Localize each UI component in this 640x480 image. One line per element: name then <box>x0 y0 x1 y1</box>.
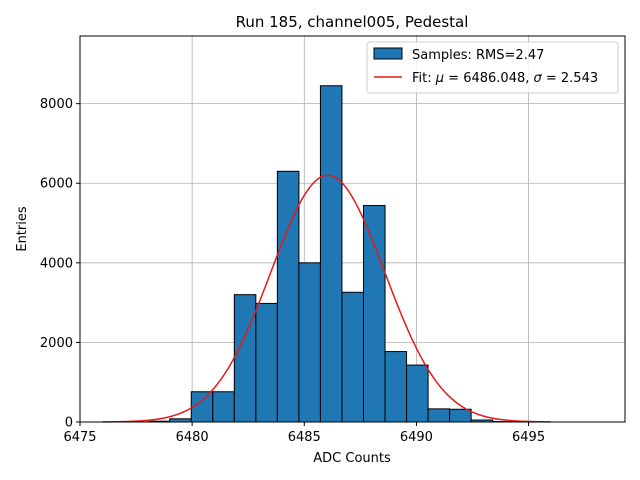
legend: Samples: RMS=2.47 Fit: μ = 6486.048, σ =… <box>366 41 619 94</box>
y-tick-label: 8000 <box>40 97 73 112</box>
y-axis-label: Entries <box>15 206 30 252</box>
histogram-bar <box>212 391 235 423</box>
histogram-bar <box>233 294 257 423</box>
histogram-bar <box>449 408 472 423</box>
histogram-bar <box>427 408 451 423</box>
histogram-bar <box>362 205 386 423</box>
chart-title: Run 185, channel005, Pedestal <box>236 13 469 31</box>
histogram-bar <box>406 364 429 423</box>
y-tick-label: 4000 <box>40 256 73 271</box>
legend-fit-prefix: Fit: <box>412 71 436 86</box>
histogram-bar <box>276 170 300 423</box>
histogram-bar <box>384 351 408 423</box>
x-tick-label: 6480 <box>176 430 209 445</box>
legend-fit-mu-text: = 6486.048, <box>444 71 533 86</box>
histogram-bar <box>298 262 321 423</box>
x-tick-label: 6495 <box>512 430 545 445</box>
legend-fit-label: Fit: μ = 6486.048, σ = 2.543 <box>412 71 598 86</box>
histogram-bar <box>190 391 214 423</box>
histogram-bar <box>319 85 343 423</box>
legend-fit-sigma-text: = 2.543 <box>542 71 598 86</box>
x-tick-label: 6490 <box>400 430 433 445</box>
x-tick-label: 6475 <box>63 430 96 445</box>
x-tick-label: 6485 <box>288 430 321 445</box>
y-tick-label: 2000 <box>40 336 73 351</box>
histogram-bar <box>341 291 364 423</box>
y-axis: 0 2000 4000 6000 8000 <box>40 97 80 431</box>
y-tick-label: 0 <box>65 416 73 431</box>
legend-fit-mu-symbol: μ <box>435 71 444 86</box>
x-axis-label: ADC Counts <box>313 451 391 466</box>
legend-histogram-label: Samples: RMS=2.47 <box>412 48 544 63</box>
y-tick-label: 6000 <box>40 177 73 192</box>
legend-fit-sigma-symbol: σ <box>534 71 543 86</box>
legend-histogram-swatch <box>373 47 403 60</box>
legend-box <box>366 41 619 94</box>
x-axis: 6475 6480 6485 6490 6495 <box>63 422 545 445</box>
histogram-bar <box>255 302 278 423</box>
plot-frame <box>79 35 626 423</box>
fit-curve <box>102 174 551 423</box>
